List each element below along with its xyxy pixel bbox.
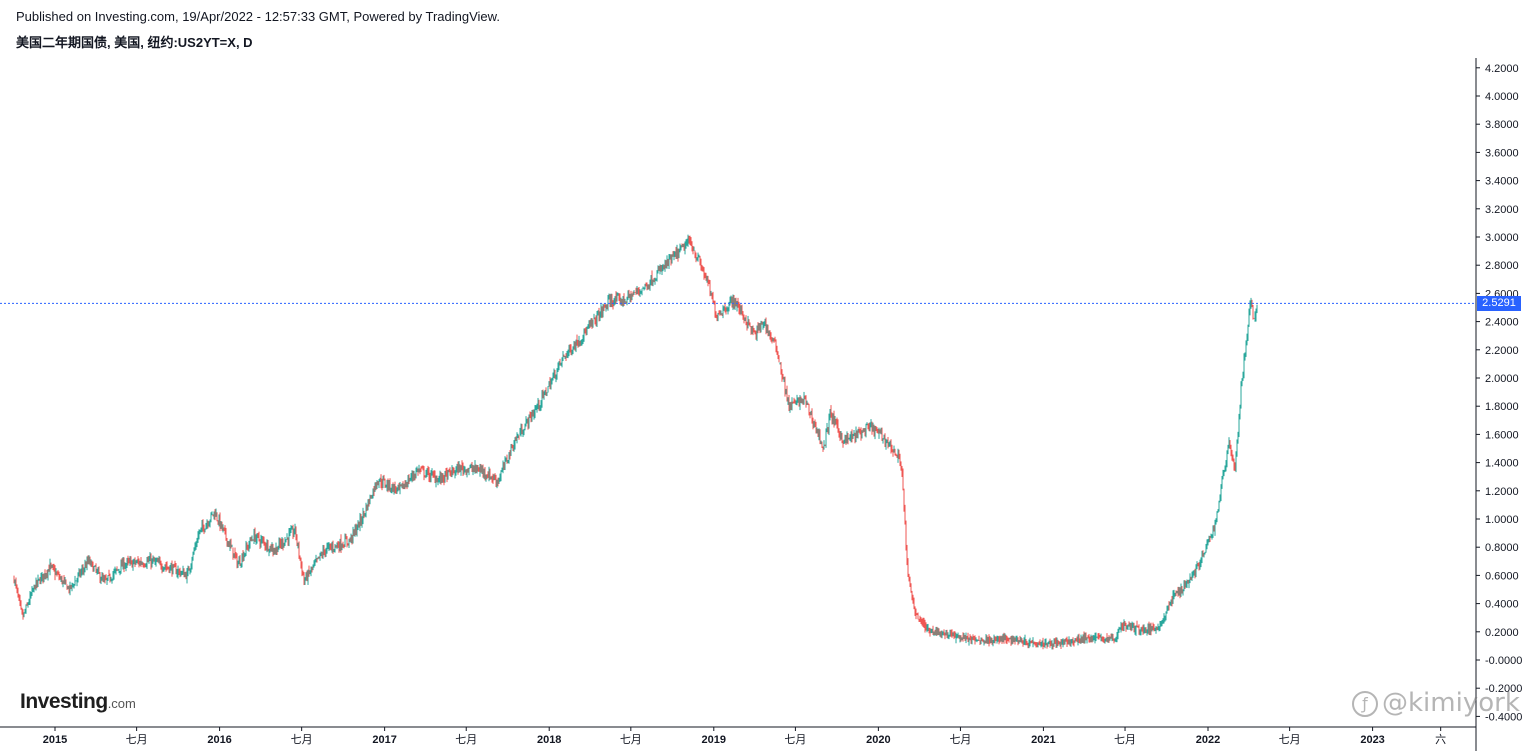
y-tick-label: -0.0000	[1485, 655, 1522, 667]
y-tick-label: 2.0000	[1485, 373, 1519, 385]
watermark-text: @kimiyork	[1382, 688, 1520, 718]
zhihu-icon: ƒ	[1352, 690, 1378, 717]
x-tick-label: 七月	[291, 733, 313, 746]
logo-brand: Investing	[20, 690, 108, 713]
x-tick-label: 2017	[372, 734, 396, 746]
y-tick-label: -0.2000	[1485, 683, 1522, 695]
x-tick-label: 七月	[126, 733, 148, 746]
y-tick-label: 1.0000	[1485, 514, 1519, 526]
x-tick-label: 七月	[949, 733, 971, 746]
y-tick-label: 1.8000	[1485, 401, 1519, 413]
x-tick-label: 2021	[1031, 734, 1055, 746]
x-tick-label: 七月	[1279, 733, 1301, 746]
y-tick-label: 3.0000	[1485, 232, 1519, 244]
y-tick-label: 1.4000	[1485, 458, 1519, 470]
x-tick-label: 2015	[43, 734, 67, 746]
x-axis: 2015 七月 2016 七月 2017 七月 2018 七月 2019 七月 2020 七月 2021…	[43, 727, 1446, 746]
symbol-title: 美国二年期国债, 美国, 纽约:US2YT=X, D	[16, 35, 253, 50]
y-tick-label: 2.2000	[1485, 345, 1519, 357]
y-tick-label: 2.4000	[1485, 317, 1519, 329]
logo-suffix: .com	[107, 696, 136, 711]
x-tick-label: 2023	[1360, 734, 1384, 746]
published-note: Published on Investing.com, 19/Apr/2022 …	[16, 9, 500, 24]
x-tick-label: 六	[1435, 733, 1446, 746]
y-tick-label: 3.4000	[1485, 176, 1519, 188]
x-tick-label: 七月	[784, 733, 806, 746]
y-tick-label: 4.2000	[1485, 63, 1519, 75]
last-price-badge: 2.5291	[1477, 296, 1521, 311]
y-tick-label: 3.2000	[1485, 204, 1519, 216]
y-tick-label: 0.2000	[1485, 627, 1519, 639]
x-tick-label: 2020	[866, 734, 890, 746]
watermark: ƒ @kimiyork	[1352, 688, 1520, 718]
x-tick-label: 七月	[1114, 733, 1136, 746]
y-tick-label: 0.6000	[1485, 570, 1519, 582]
y-tick-label: 3.6000	[1485, 147, 1519, 159]
x-tick-label: 七月	[455, 733, 477, 746]
y-tick-label: 0.4000	[1485, 599, 1519, 611]
x-tick-label: 2019	[702, 734, 726, 746]
y-tick-label: 1.6000	[1485, 429, 1519, 441]
y-tick-label: 0.8000	[1485, 542, 1519, 554]
x-tick-label: 2022	[1196, 734, 1220, 746]
y-axis: 4.2000 4.0000 3.8000 3.6000 3.4000 3.2000 3.00…	[1476, 63, 1522, 723]
candlestick-series	[13, 234, 1258, 650]
y-tick-label: 4.0000	[1485, 91, 1519, 103]
y-tick-label: 1.2000	[1485, 486, 1519, 498]
x-tick-label: 2018	[537, 734, 561, 746]
x-tick-label: 七月	[620, 733, 642, 746]
x-tick-label: 2016	[207, 734, 231, 746]
y-tick-label: 3.8000	[1485, 119, 1519, 131]
y-tick-label: 2.8000	[1485, 260, 1519, 272]
investing-logo[interactable]: Investing.com	[20, 690, 136, 714]
y-tick-label: -0.4000	[1485, 711, 1522, 723]
